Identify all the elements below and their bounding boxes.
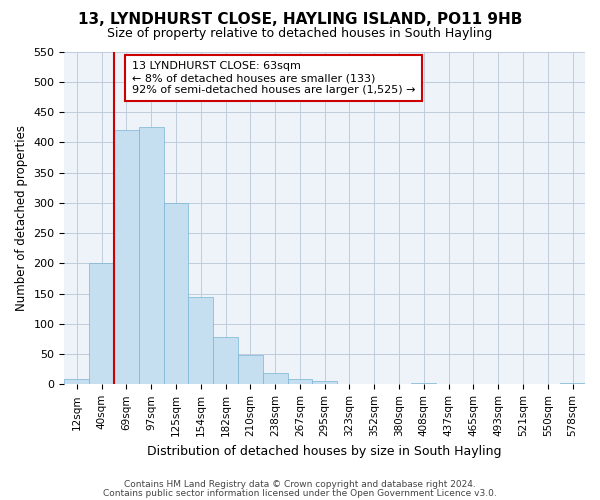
Bar (188, 296, 213, 384)
Text: 13, LYNDHURST CLOSE, HAYLING ISLAND, PO11 9HB: 13, LYNDHURST CLOSE, HAYLING ISLAND, PO1… (78, 12, 522, 28)
Bar (412, 382, 436, 384)
Bar (263, 374, 287, 384)
Bar (164, 203, 188, 384)
Bar (89, 264, 114, 384)
Bar (313, 382, 337, 384)
Bar (238, 356, 263, 384)
Y-axis label: Number of detached properties: Number of detached properties (15, 125, 28, 311)
X-axis label: Distribution of detached houses by size in South Hayling: Distribution of detached houses by size … (148, 444, 502, 458)
Bar (213, 337, 238, 384)
Bar (560, 383, 585, 384)
Text: Contains public sector information licensed under the Open Government Licence v3: Contains public sector information licen… (103, 488, 497, 498)
Bar (64, 380, 89, 384)
Text: 13 LYNDHURST CLOSE: 63sqm
← 8% of detached houses are smaller (133)
92% of semi-: 13 LYNDHURST CLOSE: 63sqm ← 8% of detach… (132, 62, 416, 94)
Bar (114, 130, 139, 384)
Text: Contains HM Land Registry data © Crown copyright and database right 2024.: Contains HM Land Registry data © Crown c… (124, 480, 476, 489)
Bar (139, 127, 164, 384)
Bar (287, 380, 313, 384)
Text: Size of property relative to detached houses in South Hayling: Size of property relative to detached ho… (107, 28, 493, 40)
